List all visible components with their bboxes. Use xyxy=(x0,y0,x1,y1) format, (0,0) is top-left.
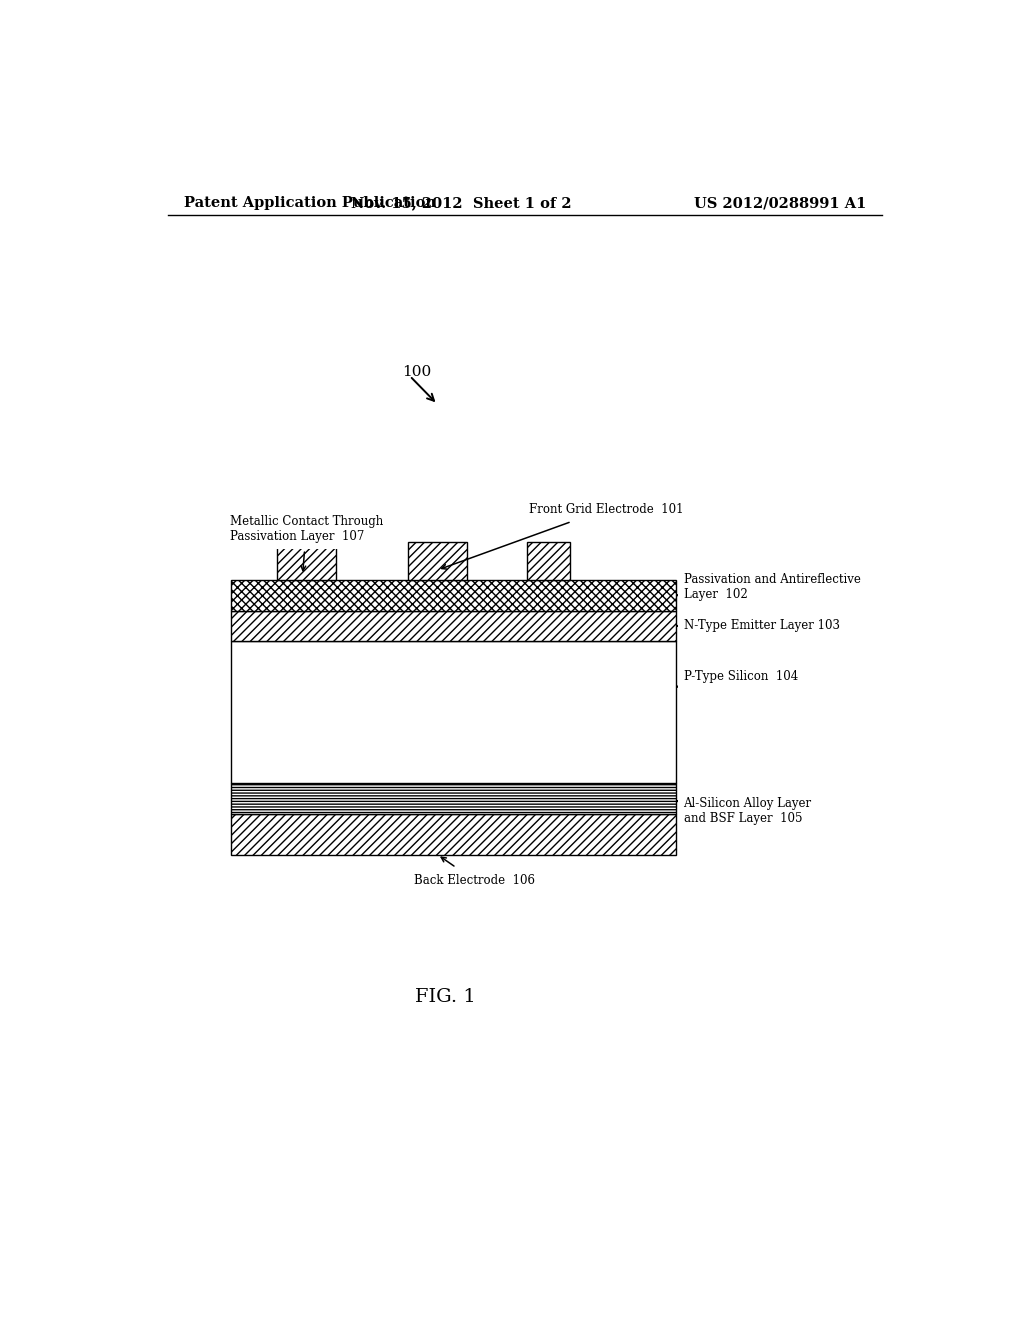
Bar xyxy=(231,611,676,642)
Bar xyxy=(408,541,467,581)
Text: N-Type Emitter Layer 103: N-Type Emitter Layer 103 xyxy=(677,619,840,632)
Bar xyxy=(526,541,570,581)
Bar xyxy=(276,541,336,581)
Text: FIG. 1: FIG. 1 xyxy=(415,987,476,1006)
Text: Passivation and Antireflective
Layer  102: Passivation and Antireflective Layer 102 xyxy=(677,573,860,602)
Bar xyxy=(231,581,676,611)
Text: Al-Silicon Alloy Layer
and BSF Layer  105: Al-Silicon Alloy Layer and BSF Layer 105 xyxy=(677,797,812,825)
Text: US 2012/0288991 A1: US 2012/0288991 A1 xyxy=(693,197,866,210)
Text: Front Grid Electrode  101: Front Grid Electrode 101 xyxy=(441,503,683,569)
Text: Nov. 15, 2012  Sheet 1 of 2: Nov. 15, 2012 Sheet 1 of 2 xyxy=(351,197,571,210)
Text: Metallic Contact Through
Passivation Layer  107: Metallic Contact Through Passivation Lay… xyxy=(229,515,383,570)
Text: P-Type Silicon  104: P-Type Silicon 104 xyxy=(677,671,798,688)
Text: Back Electrode  106: Back Electrode 106 xyxy=(414,857,535,887)
Bar xyxy=(231,814,676,854)
Text: Patent Application Publication: Patent Application Publication xyxy=(183,197,435,210)
Bar xyxy=(231,784,676,814)
Text: 100: 100 xyxy=(401,364,431,379)
Bar xyxy=(231,642,676,784)
